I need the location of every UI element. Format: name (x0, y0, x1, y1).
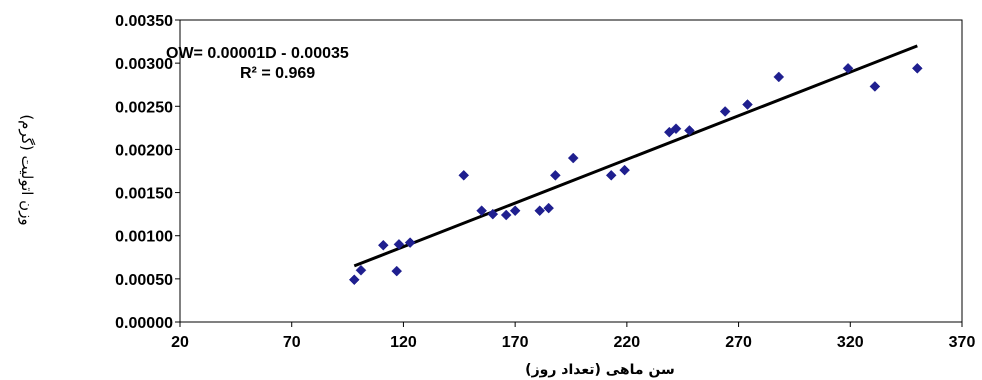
data-point (476, 205, 487, 217)
data-point (619, 164, 630, 176)
data-point (605, 169, 617, 181)
y-tick-label: 0.00300 (115, 56, 173, 73)
data-point (911, 62, 923, 74)
trendline (353, 44, 918, 268)
y-tick-label: 0.00150 (115, 186, 173, 203)
data-point (404, 237, 416, 248)
data-point (458, 169, 470, 181)
data-point (391, 265, 403, 277)
data-point (534, 205, 546, 217)
trendline-group (353, 44, 918, 268)
r-squared-label: R² = 0.969 (240, 65, 315, 82)
y-tick-label: 0.00250 (115, 99, 173, 116)
x-tick-label: 320 (837, 334, 864, 351)
data-point (742, 99, 753, 110)
equation-label: OW= 0.00001D - 0.00035 (166, 45, 349, 62)
data-point (393, 238, 405, 250)
y-tick-label: 0.00050 (115, 272, 173, 289)
data-points (348, 62, 923, 286)
data-point (377, 239, 389, 251)
data-point (773, 71, 785, 83)
y-tick-label: 0.00350 (115, 13, 173, 30)
data-point (550, 169, 561, 181)
data-point (355, 264, 367, 276)
data-point (684, 125, 695, 136)
data-point (543, 202, 555, 214)
data-point (869, 81, 881, 92)
data-point (719, 106, 731, 117)
data-point (842, 62, 854, 74)
x-tick-label: 270 (725, 334, 752, 351)
y-axis-title: وزن اتولیت (گرم) (18, 114, 36, 225)
y-axis-ticks: 0.00000 0.00050 0.00100 0.00150 0.00200 0.002… (115, 13, 180, 332)
data-point (500, 209, 512, 221)
x-tick-label: 120 (390, 334, 417, 351)
data-point (670, 123, 682, 135)
x-axis-title: سن ماهی (تعداد روز) (525, 362, 675, 378)
x-tick-label: 20 (171, 334, 189, 351)
x-tick-label: 370 (949, 334, 976, 351)
x-axis-ticks: 20 70 120 170 220 270 320 370 (171, 322, 975, 351)
data-point (567, 152, 579, 164)
y-tick-label: 0.00100 (115, 229, 173, 246)
y-tick-label: 0.00000 (115, 315, 173, 332)
data-point (509, 205, 521, 217)
data-point (348, 274, 360, 286)
x-tick-label: 70 (283, 334, 301, 351)
x-tick-label: 220 (614, 334, 641, 351)
plot-area (179, 19, 963, 323)
x-tick-label: 170 (502, 334, 529, 351)
y-tick-label: 0.00200 (115, 142, 173, 159)
data-point (487, 208, 499, 220)
